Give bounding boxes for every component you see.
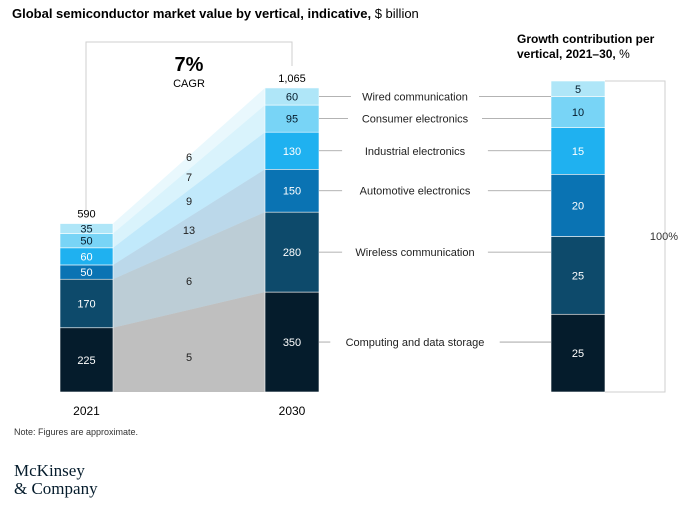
growth-title-text: Growth contribution per vertical, 2021–3… <box>517 32 655 61</box>
bar-2021-value-label: 50 <box>80 267 92 279</box>
bar-2021-value-label: 225 <box>77 355 95 367</box>
bar-2021-value-label: 35 <box>80 224 92 236</box>
total-label-2021: 590 <box>77 209 95 221</box>
mckinsey-logo: McKinsey & Company <box>14 462 98 498</box>
logo-line-1: McKinsey <box>14 461 85 480</box>
growth-contribution-label: 15 <box>572 146 584 158</box>
growth-contribution-segment <box>550 174 606 237</box>
category-label: Industrial electronics <box>365 146 466 158</box>
growth-contribution-segment <box>550 80 606 97</box>
cagr-headline: 7% <box>175 54 204 76</box>
cagr-value: 6 <box>186 152 192 164</box>
total-label-2030: 1,065 <box>278 73 306 85</box>
cagr-value: 5 <box>186 352 192 364</box>
cagr-value: 6 <box>186 276 192 288</box>
growth-band-1 <box>113 292 265 392</box>
bar-2021-value-label: 60 <box>80 251 92 263</box>
growth-band-6 <box>113 87 265 234</box>
growth-contribution-label: 25 <box>572 348 584 360</box>
bar-2030-value-label: 60 <box>286 92 298 104</box>
growth-band-2 <box>113 212 265 328</box>
footnote: Note: Figures are approximate. <box>14 427 139 437</box>
category-label: Consumer electronics <box>362 114 469 126</box>
bar-2030-segment <box>264 211 320 293</box>
growth-title-unit: % <box>619 47 630 61</box>
growth-contribution-segment <box>550 96 606 128</box>
growth-contribution-segment <box>550 236 606 315</box>
growth-contribution-label: 10 <box>572 107 584 119</box>
growth-contribution-segment <box>550 127 606 175</box>
cagr-value: 9 <box>186 196 192 208</box>
chart-title-unit: $ billion <box>374 6 419 21</box>
growth-contribution-label: 25 <box>572 270 584 282</box>
growth-band-5 <box>113 105 265 248</box>
growth-contribution-segment <box>550 313 606 393</box>
bar-2030-value-label: 280 <box>283 247 301 259</box>
bar-2030-segment <box>264 291 320 393</box>
cagr-caption: CAGR <box>173 78 205 90</box>
chart-title-text: Global semiconductor market value by ver… <box>12 6 372 21</box>
growth-title: Growth contribution per vertical, 2021–3… <box>517 32 687 62</box>
cagr-value: 7 <box>186 172 192 184</box>
cagr-bracket <box>85 41 293 210</box>
bar-2021-segment <box>59 327 114 393</box>
bar-2021-value-label: 170 <box>77 298 95 310</box>
bar-2030-segment <box>264 169 320 213</box>
category-label: Wired communication <box>362 92 468 104</box>
bar-2030-segment <box>264 104 320 133</box>
total-label: 100% <box>650 231 678 243</box>
category-label: Wireless communication <box>355 247 474 259</box>
bar-2021-segment <box>59 223 114 234</box>
category-label: Computing and data storage <box>346 337 485 349</box>
bar-2030-segment <box>264 131 320 170</box>
bar-2030-value-label: 130 <box>283 146 301 158</box>
bar-2030-value-label: 150 <box>283 186 301 198</box>
bar-2030-value-label: 350 <box>283 337 301 349</box>
growth-band-3 <box>113 169 265 280</box>
total-bracket <box>605 80 666 393</box>
chart-title: Global semiconductor market value by ver… <box>12 6 419 21</box>
x-axis-label-2030: 2030 <box>279 404 306 418</box>
growth-contribution-label: 5 <box>575 84 581 96</box>
cagr-value: 13 <box>183 225 195 237</box>
logo-line-2: & Company <box>14 479 98 498</box>
category-label: Automotive electronics <box>360 186 471 198</box>
growth-band-4 <box>113 132 265 265</box>
bar-2030-value-label: 95 <box>286 114 298 126</box>
bar-2021-value-label: 50 <box>80 236 92 248</box>
x-axis-label-2021: 2021 <box>73 404 100 418</box>
growth-contribution-label: 20 <box>572 200 584 212</box>
